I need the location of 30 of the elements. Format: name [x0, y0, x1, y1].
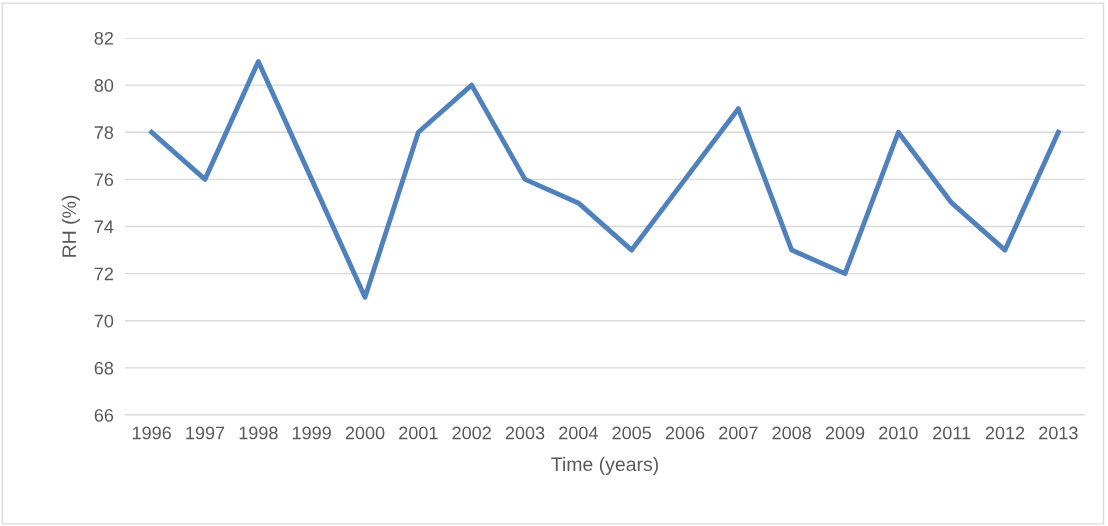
x-tick-label: 2004 [559, 426, 598, 440]
x-tick-label: 2003 [505, 426, 545, 440]
x-axis-title: Time (years) [551, 456, 658, 475]
x-tick-label: 2008 [772, 426, 811, 440]
y-tick-label: 68 [94, 361, 114, 375]
x-tick-label: 2006 [665, 426, 705, 440]
y-axis-title: RH (%) [61, 195, 80, 257]
y-tick-label: 74 [94, 220, 114, 234]
y-tick-label: 78 [94, 126, 114, 139]
x-tick-label: 2002 [452, 426, 491, 440]
y-tick-label: 70 [94, 314, 114, 328]
x-tick-label: 2011 [933, 426, 971, 440]
x-tick-label: 2005 [612, 426, 651, 440]
x-tick-label: 2007 [719, 426, 758, 440]
x-tick-label: 2010 [879, 426, 918, 440]
y-tick-label: 66 [94, 408, 114, 422]
y-tick-label: 82 [94, 31, 113, 45]
x-tick-label: 2012 [985, 426, 1025, 440]
x-tick-label: 1996 [132, 426, 171, 440]
y-tick-label: 72 [94, 267, 113, 281]
x-tick-label: 1997 [186, 426, 225, 440]
x-tick-label: 1999 [292, 426, 331, 440]
y-tick-label: 80 [94, 79, 114, 92]
x-tick-label: 2000 [345, 426, 385, 440]
x-tick-label: 2013 [1039, 426, 1078, 440]
x-tick-label: 2009 [825, 426, 865, 440]
y-tick-label: 76 [94, 173, 114, 187]
x-tick-label: 1998 [239, 426, 278, 440]
x-tick-label: 2001 [399, 426, 438, 440]
line-series [149, 59, 1061, 300]
